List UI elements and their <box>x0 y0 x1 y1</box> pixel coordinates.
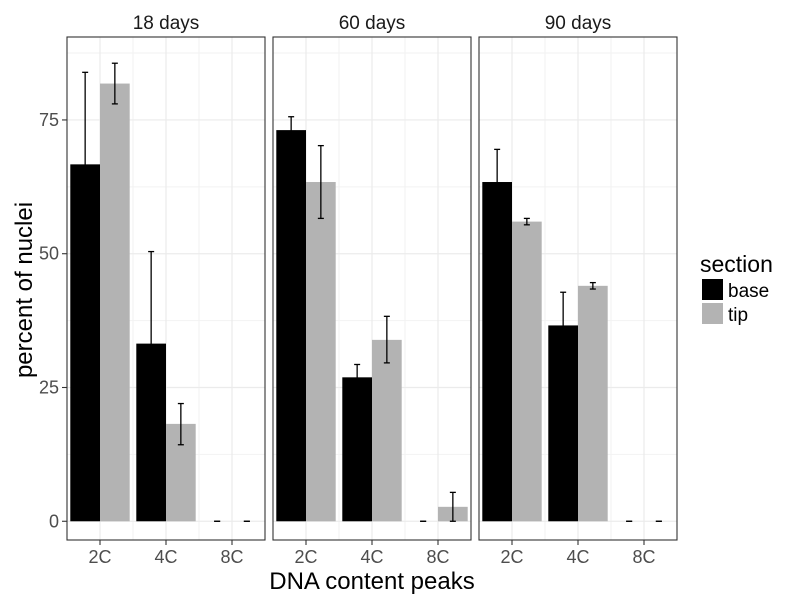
legend-label-tip: tip <box>728 305 748 326</box>
x-tick-label: 2C <box>294 547 317 567</box>
y-axis-title: percent of nuclei <box>11 202 38 378</box>
x-tick-label: 4C <box>360 547 383 567</box>
bar-base-4C <box>342 377 372 522</box>
bar-tip-4C <box>372 339 402 522</box>
x-axis-title: DNA content peaks <box>269 568 474 595</box>
bar-tip-2C <box>100 83 130 522</box>
panel-title: 18 days <box>133 13 200 34</box>
bar-base-2C <box>276 130 306 522</box>
panel-title: 60 days <box>339 13 406 34</box>
legend-swatch-base <box>702 279 723 300</box>
x-tick-label: 8C <box>632 547 655 567</box>
bar-tip-2C <box>306 182 336 522</box>
panel-1: 60 days 2C 4C 8C <box>272 13 472 567</box>
y-tick-label: 75 <box>39 110 59 130</box>
legend: section base tip <box>700 251 773 326</box>
y-axis: 0 25 50 75 <box>39 110 67 531</box>
bar-tip-2C <box>512 221 542 522</box>
legend-label-base: base <box>728 281 769 302</box>
x-tick-label: 2C <box>88 547 111 567</box>
legend-title: section <box>700 251 773 277</box>
x-tick-label: 8C <box>220 547 243 567</box>
panel-title: 90 days <box>545 13 612 34</box>
x-tick-label: 4C <box>566 547 589 567</box>
panel-2: 90 days 2C 4C 8C <box>478 13 678 567</box>
y-tick-label: 25 <box>39 377 59 397</box>
y-tick-label: 0 <box>49 511 59 531</box>
legend-swatch-tip <box>702 303 723 324</box>
bar-tip-4C <box>578 285 608 522</box>
y-tick-label: 50 <box>39 244 59 264</box>
bar-base-2C <box>482 182 512 522</box>
x-tick-label: 2C <box>500 547 523 567</box>
panels: 18 days 2C 4C 8C 60 days 2C 4C 8C 90 days 2C 4C 8C <box>66 13 678 567</box>
x-tick-label: 4C <box>154 547 177 567</box>
x-tick-label: 8C <box>426 547 449 567</box>
panel-0: 18 days 2C 4C 8C <box>66 13 266 567</box>
